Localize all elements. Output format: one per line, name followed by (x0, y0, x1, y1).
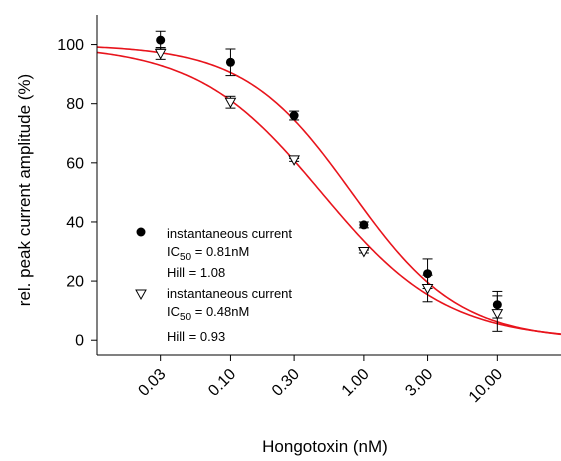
x-tick-label: 0.10 (205, 366, 239, 400)
data-point-open-triangle (154, 48, 167, 60)
data-point-filled-circle (156, 35, 166, 45)
legend: instantaneous current IC50 = 0.81nM Hill… (135, 226, 292, 344)
data-point-open-triangle (421, 283, 434, 295)
data-point-open-triangle (288, 155, 300, 166)
legend-marker-filled-circle (136, 227, 146, 237)
ic50-value-2: = 0.48nM (191, 304, 249, 319)
x-tick-label: 10.00 (466, 366, 506, 406)
data-point-filled-circle (225, 57, 235, 67)
data-point-filled-circle (359, 220, 369, 230)
data-point-open-triangle (224, 97, 237, 109)
ic50-value-1: = 0.81nM (191, 244, 249, 259)
y-tick-label: 20 (66, 274, 84, 291)
ic50-sub-2: 50 (180, 312, 192, 323)
fit-curve-1 (96, 46, 561, 336)
x-tick-label: 0.03 (135, 366, 169, 400)
data-points (154, 30, 504, 332)
x-tick-label: 1.00 (339, 366, 373, 400)
legend-hill-1: Hill = 1.08 (167, 265, 225, 280)
ic50-sub-1: 50 (180, 252, 192, 263)
ic50-prefix-2: IC (167, 304, 180, 319)
legend-ic50-2: IC50 = 0.48nM (167, 304, 249, 323)
fit-curve-2 (96, 51, 561, 335)
y-tick-label: 100 (57, 37, 84, 54)
legend-label-1: instantaneous current (167, 226, 292, 241)
y-tick-label: 80 (66, 96, 84, 113)
data-point-open-triangle (491, 309, 504, 320)
data-point-open-triangle (358, 247, 370, 258)
data-point-filled-circle (289, 111, 299, 121)
x-tick-label: 0.30 (269, 366, 303, 400)
legend-marker-open-triangle (135, 289, 147, 301)
y-tick-label: 40 (66, 214, 84, 231)
data-point-filled-circle (423, 269, 433, 279)
axes: 0 20 40 60 80 100 0.03 0.10 0.30 1.00 3.00 10.00 (57, 15, 561, 406)
x-tick-label: 3.00 (402, 366, 436, 400)
y-axis-title: rel. peak current amplitude (%) (15, 74, 34, 306)
ic50-prefix-1: IC (167, 244, 180, 259)
x-axis-title: Hongotoxin (nM) (262, 437, 388, 456)
y-tick-label: 0 (75, 333, 84, 350)
legend-label-2: instantaneous current (167, 286, 292, 301)
fit-curves (96, 46, 561, 336)
legend-hill-2: Hill = 0.93 (167, 329, 225, 344)
legend-ic50-1: IC50 = 0.81nM (167, 244, 249, 263)
y-tick-label: 60 (66, 155, 84, 172)
